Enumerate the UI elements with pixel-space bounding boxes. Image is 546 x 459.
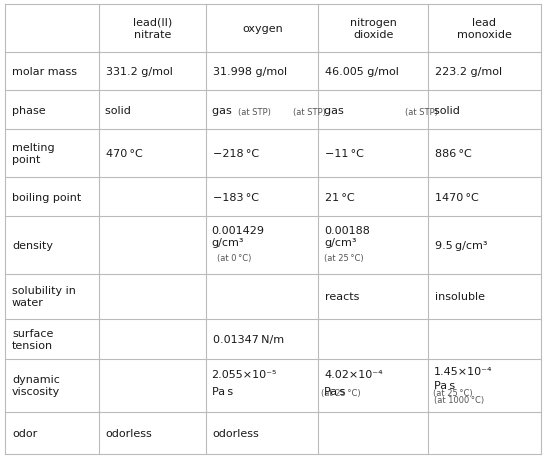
Text: (at 25 °C): (at 25 °C) bbox=[433, 388, 473, 397]
Text: odorless: odorless bbox=[213, 428, 259, 438]
Text: 1.45×10⁻⁴: 1.45×10⁻⁴ bbox=[434, 366, 492, 376]
Text: nitrogen
dioxide: nitrogen dioxide bbox=[350, 18, 397, 39]
Text: 331.2 g/mol: 331.2 g/mol bbox=[106, 67, 173, 77]
Text: odor: odor bbox=[12, 428, 37, 438]
Text: gas: gas bbox=[212, 106, 235, 116]
Text: lead
monoxide: lead monoxide bbox=[457, 18, 512, 39]
Text: dynamic
viscosity: dynamic viscosity bbox=[12, 375, 60, 397]
Text: melting
point: melting point bbox=[12, 143, 55, 165]
Text: 886 °C: 886 °C bbox=[435, 149, 472, 159]
Text: (at 0 °C): (at 0 °C) bbox=[217, 254, 251, 263]
Text: −183 °C: −183 °C bbox=[213, 192, 259, 202]
Text: Pa s: Pa s bbox=[324, 386, 348, 396]
Text: 9.5 g/cm³: 9.5 g/cm³ bbox=[435, 241, 487, 250]
Text: lead(II)
nitrate: lead(II) nitrate bbox=[133, 18, 172, 39]
Text: odorless: odorless bbox=[106, 428, 152, 438]
Text: −11 °C: −11 °C bbox=[325, 149, 364, 159]
Text: phase: phase bbox=[12, 106, 46, 116]
Text: solid: solid bbox=[105, 106, 134, 116]
Text: gas: gas bbox=[324, 106, 347, 116]
Text: 21 °C: 21 °C bbox=[325, 192, 355, 202]
Text: (at STP): (at STP) bbox=[405, 108, 438, 117]
Text: boiling point: boiling point bbox=[12, 192, 81, 202]
Text: (at 25 °C): (at 25 °C) bbox=[321, 388, 360, 397]
Text: (at STP): (at STP) bbox=[293, 108, 326, 117]
Text: surface
tension: surface tension bbox=[12, 328, 54, 350]
Text: insoluble: insoluble bbox=[435, 292, 485, 302]
Text: solubility in
water: solubility in water bbox=[12, 285, 76, 308]
Text: (at 1000 °C): (at 1000 °C) bbox=[434, 395, 484, 404]
Text: (at STP): (at STP) bbox=[238, 108, 271, 117]
Text: 1470 °C: 1470 °C bbox=[435, 192, 478, 202]
Text: solid: solid bbox=[434, 106, 463, 116]
Text: molar mass: molar mass bbox=[12, 67, 77, 77]
Text: 0.001429
g/cm³: 0.001429 g/cm³ bbox=[212, 225, 265, 248]
Text: 0.01347 N/m: 0.01347 N/m bbox=[213, 334, 284, 344]
Text: 46.005 g/mol: 46.005 g/mol bbox=[325, 67, 399, 77]
Text: oxygen: oxygen bbox=[242, 24, 283, 34]
Text: −218 °C: −218 °C bbox=[213, 149, 259, 159]
Text: 4.02×10⁻⁴: 4.02×10⁻⁴ bbox=[324, 369, 383, 379]
Text: 470 °C: 470 °C bbox=[106, 149, 143, 159]
Text: Pa s: Pa s bbox=[434, 381, 455, 391]
Text: Pa s: Pa s bbox=[212, 386, 236, 396]
Text: density: density bbox=[12, 241, 53, 250]
Text: (at 25 °C): (at 25 °C) bbox=[324, 254, 364, 263]
Text: reacts: reacts bbox=[325, 292, 359, 302]
Text: 223.2 g/mol: 223.2 g/mol bbox=[435, 67, 502, 77]
Text: 0.00188
g/cm³: 0.00188 g/cm³ bbox=[324, 225, 370, 248]
Text: 31.998 g/mol: 31.998 g/mol bbox=[213, 67, 287, 77]
Text: 2.055×10⁻⁵: 2.055×10⁻⁵ bbox=[212, 369, 277, 379]
